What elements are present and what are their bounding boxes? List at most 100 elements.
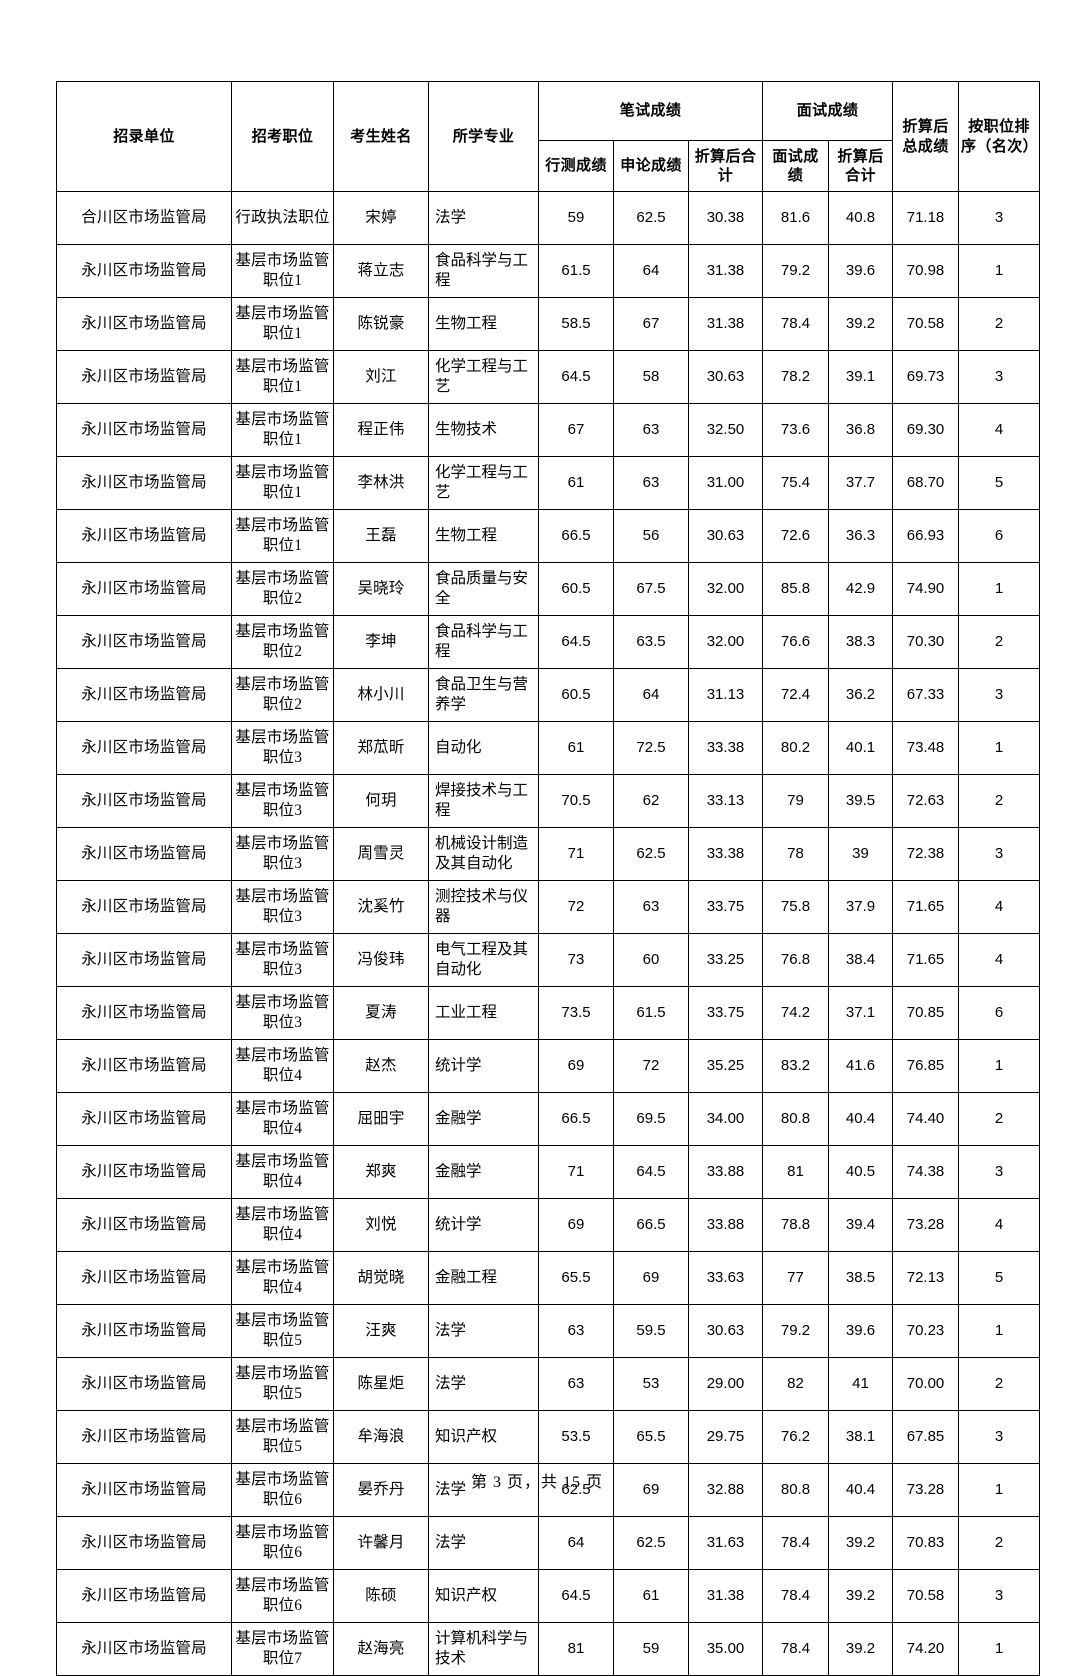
cell-written-total: 31.38 bbox=[688, 244, 763, 298]
cell-name: 郑爽 bbox=[333, 1145, 429, 1199]
cell-rank: 2 bbox=[958, 1092, 1041, 1146]
cell-shenlun: 53 bbox=[613, 1357, 689, 1411]
cell-xingce: 64.5 bbox=[538, 350, 614, 404]
cell-name: 李林洪 bbox=[333, 456, 429, 510]
cell-interview: 74.2 bbox=[762, 986, 829, 1040]
cell-position: 基层市场监管职位7 bbox=[231, 1622, 334, 1676]
cell-major: 生物工程 bbox=[428, 509, 539, 563]
cell-interview: 78.4 bbox=[762, 297, 829, 351]
cell-written-total: 29.75 bbox=[688, 1410, 763, 1464]
cell-written-total: 30.38 bbox=[688, 191, 763, 245]
cell-written-total: 33.75 bbox=[688, 986, 763, 1040]
cell-unit: 永川区市场监管局 bbox=[56, 1463, 232, 1517]
cell-written-total: 30.63 bbox=[688, 509, 763, 563]
cell-position: 基层市场监管职位4 bbox=[231, 1092, 334, 1146]
cell-unit: 永川区市场监管局 bbox=[56, 244, 232, 298]
cell-position: 行政执法职位 bbox=[231, 191, 334, 245]
cell-xingce: 65.5 bbox=[538, 1251, 614, 1305]
cell-xingce: 64.5 bbox=[538, 1569, 614, 1623]
cell-major: 焊接技术与工程 bbox=[428, 774, 539, 828]
header-interview-group: 面试成绩 bbox=[761, 81, 894, 141]
cell-name: 何玥 bbox=[333, 774, 429, 828]
cell-xingce: 59 bbox=[538, 191, 614, 245]
cell-interview: 80.2 bbox=[762, 721, 829, 775]
cell-written-total: 31.63 bbox=[688, 1516, 763, 1570]
cell-unit: 永川区市场监管局 bbox=[56, 1251, 232, 1305]
cell-interview-total: 39.6 bbox=[827, 1304, 894, 1358]
table-row: 永川区市场监管局 基层市场监管职位1 蒋立志 食品科学与工程 61.5 64 31.38 79… bbox=[56, 244, 1041, 298]
cell-interview: 76.2 bbox=[762, 1410, 829, 1464]
cell-position: 基层市场监管职位1 bbox=[231, 456, 334, 510]
cell-major: 食品卫生与营养学 bbox=[428, 668, 539, 722]
header-written-xingce: 行测成绩 bbox=[538, 140, 614, 192]
cell-shenlun: 63.5 bbox=[613, 615, 689, 669]
cell-shenlun: 62.5 bbox=[613, 1516, 689, 1570]
cell-shenlun: 66.5 bbox=[613, 1198, 689, 1252]
cell-unit: 永川区市场监管局 bbox=[56, 1092, 232, 1146]
cell-interview-total: 41 bbox=[827, 1357, 894, 1411]
cell-shenlun: 62 bbox=[613, 774, 689, 828]
table-row: 永川区市场监管局 基层市场监管职位6 许馨月 法学 64 62.5 31.63 78.4 39.… bbox=[56, 1516, 1041, 1570]
cell-written-total: 35.00 bbox=[688, 1622, 763, 1676]
cell-interview: 73.6 bbox=[762, 403, 829, 457]
cell-interview-total: 40.5 bbox=[827, 1145, 894, 1199]
cell-rank: 2 bbox=[958, 615, 1041, 669]
cell-name: 冯俊玮 bbox=[333, 933, 429, 987]
cell-position: 基层市场监管职位3 bbox=[231, 933, 334, 987]
table-row: 永川区市场监管局 基层市场监管职位4 屈昍宇 金融学 66.5 69.5 34.00 80.8… bbox=[56, 1092, 1041, 1146]
cell-rank: 4 bbox=[958, 1198, 1041, 1252]
cell-written-total: 30.63 bbox=[688, 350, 763, 404]
cell-written-total: 32.50 bbox=[688, 403, 763, 457]
cell-rank: 1 bbox=[958, 1304, 1041, 1358]
cell-xingce: 66.5 bbox=[538, 509, 614, 563]
cell-name: 蒋立志 bbox=[333, 244, 429, 298]
cell-unit: 永川区市场监管局 bbox=[56, 562, 232, 616]
cell-major: 知识产权 bbox=[428, 1569, 539, 1623]
cell-rank: 3 bbox=[958, 827, 1041, 881]
cell-position: 基层市场监管职位3 bbox=[231, 986, 334, 1040]
cell-total: 70.83 bbox=[892, 1516, 960, 1570]
cell-shenlun: 61.5 bbox=[613, 986, 689, 1040]
cell-interview: 83.2 bbox=[762, 1039, 829, 1093]
cell-name: 吴晓玲 bbox=[333, 562, 429, 616]
cell-shenlun: 72.5 bbox=[613, 721, 689, 775]
cell-position: 基层市场监管职位4 bbox=[231, 1198, 334, 1252]
cell-interview: 82 bbox=[762, 1357, 829, 1411]
cell-xingce: 71 bbox=[538, 1145, 614, 1199]
table-row: 永川区市场监管局 基层市场监管职位1 程正伟 生物技术 67 63 32.50 73.6 36.… bbox=[56, 403, 1041, 457]
cell-xingce: 73 bbox=[538, 933, 614, 987]
table-row: 永川区市场监管局 基层市场监管职位6 陈硕 知识产权 64.5 61 31.38 78.4 39… bbox=[56, 1569, 1041, 1623]
cell-written-total: 33.75 bbox=[688, 880, 763, 934]
cell-shenlun: 61 bbox=[613, 1569, 689, 1623]
cell-total: 66.93 bbox=[892, 509, 960, 563]
cell-interview-total: 39.2 bbox=[827, 297, 894, 351]
cell-total: 70.30 bbox=[892, 615, 960, 669]
cell-shenlun: 63 bbox=[613, 880, 689, 934]
cell-unit: 永川区市场监管局 bbox=[56, 456, 232, 510]
cell-rank: 3 bbox=[958, 191, 1041, 245]
cell-interview-total: 39 bbox=[827, 827, 894, 881]
cell-written-total: 33.25 bbox=[688, 933, 763, 987]
cell-name: 程正伟 bbox=[333, 403, 429, 457]
cell-position: 基层市场监管职位6 bbox=[231, 1516, 334, 1570]
cell-xingce: 61.5 bbox=[538, 244, 614, 298]
cell-written-total: 31.00 bbox=[688, 456, 763, 510]
cell-shenlun: 56 bbox=[613, 509, 689, 563]
cell-major: 法学 bbox=[428, 191, 539, 245]
cell-interview: 76.8 bbox=[762, 933, 829, 987]
cell-written-total: 31.38 bbox=[688, 297, 763, 351]
cell-major: 食品科学与工程 bbox=[428, 244, 539, 298]
table-row: 永川区市场监管局 基层市场监管职位3 夏涛 工业工程 73.5 61.5 33.75 74.2… bbox=[56, 986, 1041, 1040]
cell-name: 陈锐豪 bbox=[333, 297, 429, 351]
cell-rank: 3 bbox=[958, 1145, 1041, 1199]
cell-shenlun: 64 bbox=[613, 668, 689, 722]
table-row: 永川区市场监管局 基层市场监管职位1 李林洪 化学工程与工艺 61 63 31.00 75.4… bbox=[56, 456, 1041, 510]
cell-unit: 永川区市场监管局 bbox=[56, 403, 232, 457]
cell-position: 基层市场监管职位1 bbox=[231, 509, 334, 563]
cell-major: 统计学 bbox=[428, 1198, 539, 1252]
cell-shenlun: 62.5 bbox=[613, 827, 689, 881]
cell-total: 74.38 bbox=[892, 1145, 960, 1199]
cell-shenlun: 69 bbox=[613, 1251, 689, 1305]
cell-rank: 3 bbox=[958, 350, 1041, 404]
header-name: 考生姓名 bbox=[333, 81, 429, 192]
